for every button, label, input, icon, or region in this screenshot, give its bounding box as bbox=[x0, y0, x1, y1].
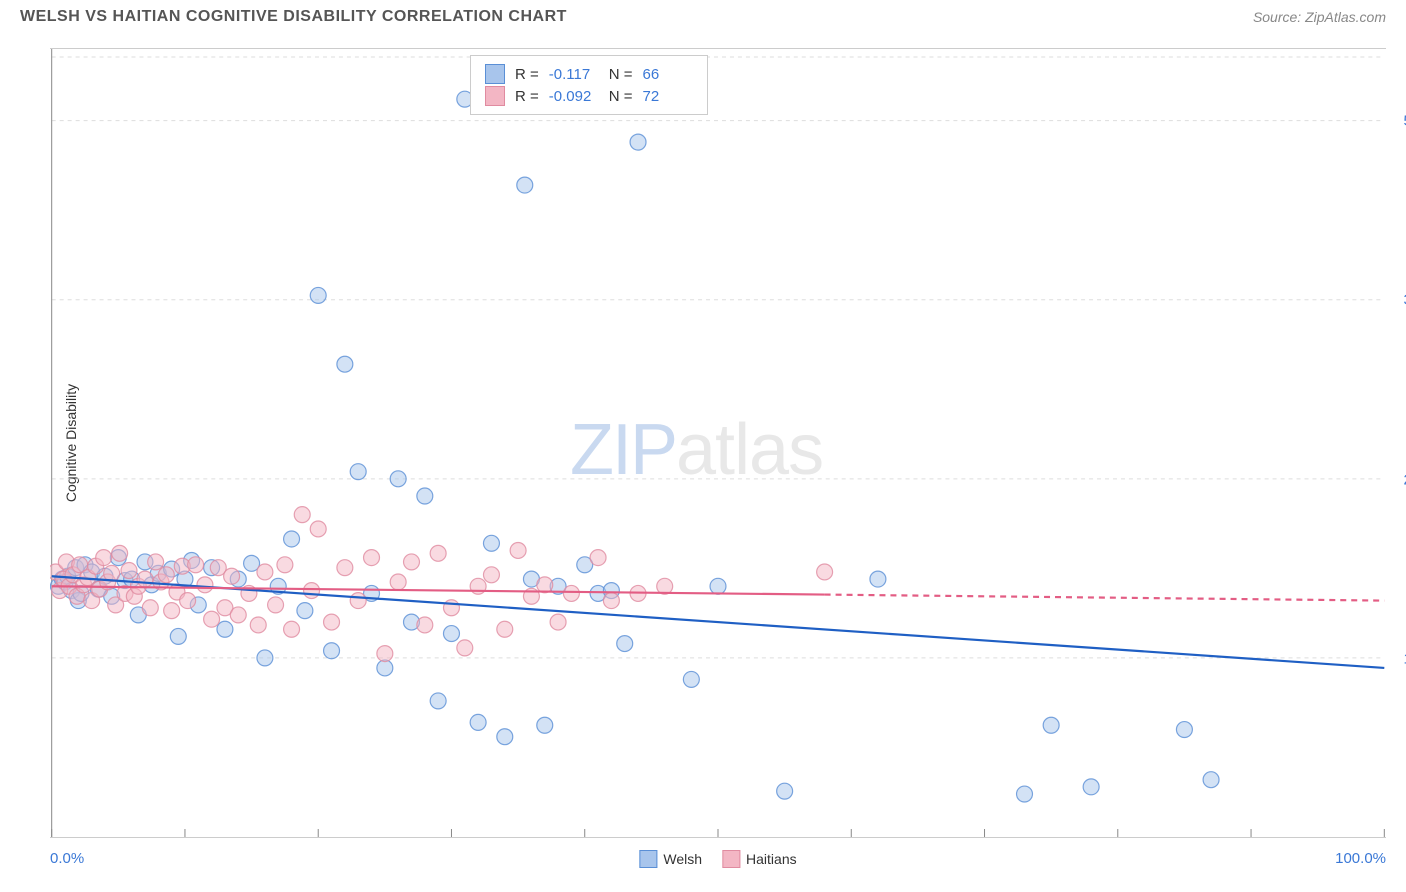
source-name: ZipAtlas.com bbox=[1305, 9, 1386, 25]
chart-container: Cognitive Disability ZIPatlas R =-0.117N… bbox=[50, 48, 1386, 838]
scatter-plot bbox=[50, 49, 1386, 837]
source-attribution: Source: ZipAtlas.com bbox=[1253, 9, 1386, 25]
x-tick-max: 100.0% bbox=[1335, 850, 1386, 867]
legend-label: Haitians bbox=[746, 851, 797, 867]
chart-title: WELSH VS HAITIAN COGNITIVE DISABILITY CO… bbox=[20, 8, 567, 26]
stats-n-label: N = bbox=[609, 66, 633, 83]
stats-r-label: R = bbox=[515, 66, 539, 83]
stats-n-label: N = bbox=[609, 88, 633, 105]
bottom-legend: Welsh Haitians bbox=[639, 850, 796, 868]
stats-row: R = -0.092 N = 72 bbox=[485, 86, 693, 106]
legend-swatch bbox=[639, 850, 657, 868]
legend-label: Welsh bbox=[663, 851, 702, 867]
stats-row: R = -0.117 N = 66 bbox=[485, 64, 693, 84]
legend-swatch bbox=[722, 850, 740, 868]
chart-header: WELSH VS HAITIAN COGNITIVE DISABILITY CO… bbox=[0, 0, 1406, 30]
stats-r-value: -0.092 bbox=[549, 88, 599, 105]
source-label: Source: bbox=[1253, 9, 1301, 25]
stats-n-value: 66 bbox=[643, 66, 693, 83]
x-tick-min: 0.0% bbox=[50, 850, 84, 867]
stats-n-value: 72 bbox=[643, 88, 693, 105]
stats-swatch bbox=[485, 86, 505, 106]
stats-swatch bbox=[485, 64, 505, 84]
legend-item: Welsh bbox=[639, 850, 702, 868]
stats-r-label: R = bbox=[515, 88, 539, 105]
stats-legend-box: R = -0.117 N = 66 R = -0.092 N = 72 bbox=[470, 55, 708, 115]
legend-item: Haitians bbox=[722, 850, 797, 868]
stats-r-value: -0.117 bbox=[549, 66, 599, 83]
x-axis-bottom: 0.0% Welsh Haitians 100.0% bbox=[50, 850, 1386, 867]
